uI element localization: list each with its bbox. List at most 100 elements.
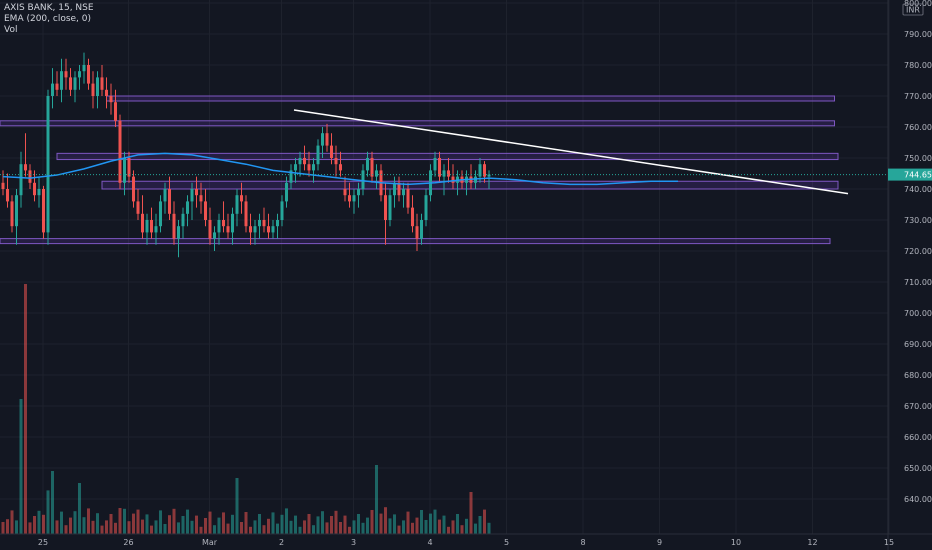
volume-bar bbox=[226, 523, 230, 534]
volume-bar bbox=[244, 512, 248, 534]
candle bbox=[294, 158, 297, 183]
candle bbox=[145, 213, 149, 245]
volume-bar bbox=[370, 510, 374, 534]
price-tick-label: 790.00 bbox=[904, 30, 932, 39]
candle bbox=[55, 71, 59, 96]
volume-bar bbox=[132, 513, 135, 534]
candle bbox=[384, 182, 387, 245]
volume-bar bbox=[321, 511, 324, 534]
candle bbox=[91, 71, 95, 109]
candle bbox=[330, 133, 333, 165]
ema-legend[interactable]: EMA (200, close, 0) bbox=[4, 14, 92, 24]
symbol-legend[interactable]: AXIS BANK, 15, NSE bbox=[4, 3, 94, 13]
volume-bar bbox=[312, 525, 315, 534]
volume-bar bbox=[199, 526, 203, 534]
candle bbox=[222, 201, 225, 233]
candle bbox=[402, 182, 405, 208]
candle bbox=[424, 189, 428, 227]
candle bbox=[483, 161, 486, 183]
candle bbox=[474, 170, 477, 189]
volume-bar bbox=[204, 518, 207, 534]
volume-bar bbox=[411, 522, 414, 534]
candle bbox=[267, 213, 270, 239]
candle bbox=[321, 127, 324, 158]
time-tick-label: 12 bbox=[807, 538, 817, 547]
candle bbox=[69, 68, 72, 96]
candle bbox=[397, 176, 401, 202]
candle bbox=[33, 170, 36, 202]
volume-bar bbox=[64, 525, 68, 534]
volume-bar bbox=[222, 512, 225, 534]
volume-bar bbox=[406, 511, 410, 534]
candle bbox=[100, 65, 104, 96]
volume-bar bbox=[73, 511, 77, 534]
volume-bar bbox=[262, 525, 266, 534]
volume-bar bbox=[217, 517, 221, 534]
candle bbox=[172, 201, 176, 245]
volume-bar bbox=[87, 508, 90, 534]
chart-legend: AXIS BANK, 15, NSE EMA (200, close, 0) V… bbox=[4, 3, 94, 36]
candle bbox=[136, 189, 140, 220]
volume-bar bbox=[285, 508, 288, 534]
volume-bar bbox=[429, 513, 432, 534]
volume-bar bbox=[393, 514, 396, 534]
candle bbox=[64, 58, 68, 90]
candle bbox=[28, 164, 32, 189]
candle bbox=[46, 89, 50, 245]
candle bbox=[51, 68, 54, 109]
candle bbox=[78, 65, 81, 90]
volume-bar bbox=[37, 510, 41, 534]
volume-bar bbox=[109, 514, 113, 534]
candle bbox=[186, 195, 189, 227]
volume-bar bbox=[15, 520, 18, 534]
volume-bar bbox=[78, 483, 81, 534]
volume-bar bbox=[163, 524, 167, 534]
time-tick-label: 10 bbox=[731, 538, 741, 547]
time-tick-label: 3 bbox=[351, 538, 356, 547]
volume-bar bbox=[267, 518, 270, 534]
volume-bar bbox=[420, 510, 423, 534]
volume-bar bbox=[298, 526, 302, 534]
candle bbox=[348, 182, 351, 208]
candle bbox=[240, 182, 243, 214]
candle bbox=[388, 189, 392, 227]
candle bbox=[123, 151, 126, 196]
volume-bar bbox=[325, 522, 329, 534]
candle bbox=[316, 139, 320, 171]
time-axis[interactable]: 25 26 Mar 2 3 4 5 8 9 10 12 15 bbox=[0, 533, 932, 547]
volume-bar bbox=[348, 526, 351, 534]
volume-bar bbox=[105, 520, 108, 534]
candle bbox=[37, 176, 41, 208]
vol-legend[interactable]: Vol bbox=[4, 25, 18, 35]
volume-bar bbox=[433, 509, 437, 534]
volume-bar bbox=[123, 508, 126, 534]
candle bbox=[177, 220, 180, 258]
candle bbox=[285, 176, 288, 208]
candle bbox=[258, 213, 261, 239]
volume-bar bbox=[46, 490, 50, 534]
volume-bar bbox=[397, 525, 401, 534]
volume-bar bbox=[289, 520, 293, 534]
candle bbox=[420, 213, 423, 245]
candle bbox=[96, 71, 99, 109]
volume-bar bbox=[136, 509, 140, 534]
volume-bar bbox=[51, 471, 54, 534]
candle bbox=[393, 176, 396, 208]
volume-bars bbox=[1, 284, 491, 534]
volume-bar bbox=[303, 520, 306, 534]
volume-bar bbox=[6, 519, 9, 534]
candle bbox=[370, 151, 374, 183]
volume-bar bbox=[28, 522, 32, 534]
candle bbox=[118, 114, 122, 189]
volume-bar bbox=[339, 522, 342, 534]
price-tick-label: 660.00 bbox=[904, 433, 932, 442]
last-price-tag: 744.65 bbox=[888, 168, 932, 181]
price-tick-label: 770.00 bbox=[904, 92, 932, 101]
candle bbox=[447, 158, 450, 183]
candle bbox=[487, 170, 491, 189]
candle bbox=[154, 213, 158, 245]
candle bbox=[339, 151, 342, 177]
candle bbox=[6, 173, 9, 208]
